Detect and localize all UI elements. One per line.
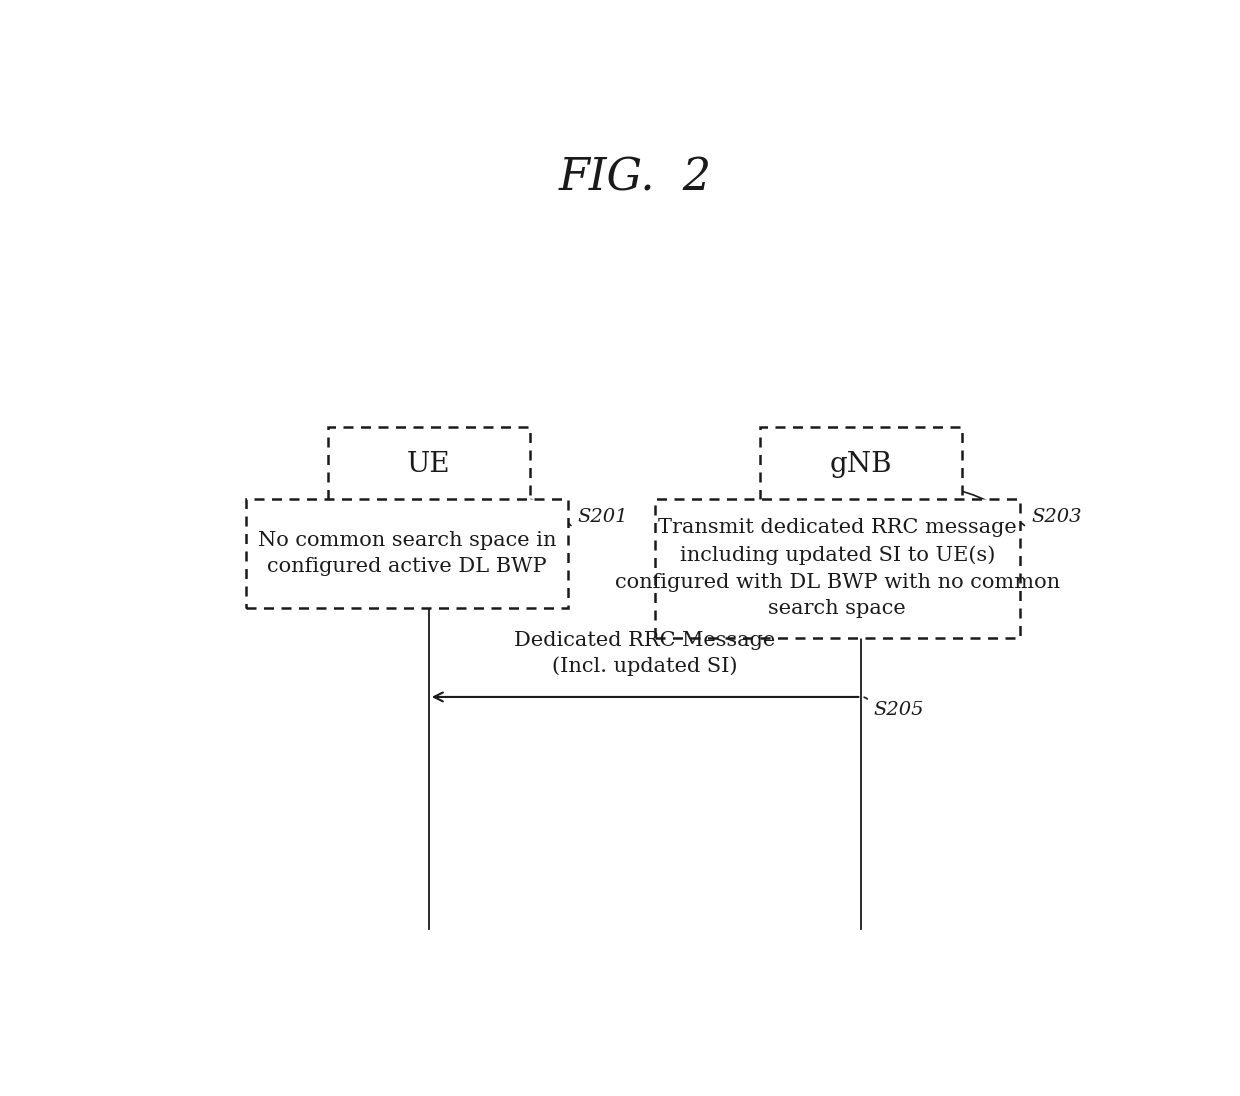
Text: UE: UE — [407, 452, 450, 478]
Bar — [247, 499, 568, 608]
Text: No common search space in
configured active DL BWP: No common search space in configured act… — [258, 530, 557, 576]
Bar — [327, 427, 529, 503]
Text: gNB: gNB — [830, 452, 893, 478]
Text: S203: S203 — [1032, 509, 1083, 526]
Text: Dedicated RRC Message
(Incl. updated SI): Dedicated RRC Message (Incl. updated SI) — [515, 631, 776, 676]
Text: Transmit dedicated RRC message
including updated SI to UE(s)
configured with DL : Transmit dedicated RRC message including… — [615, 518, 1060, 618]
Text: S201: S201 — [578, 509, 629, 526]
Bar — [760, 427, 962, 503]
Bar — [655, 499, 1021, 638]
Text: FIG.  2: FIG. 2 — [559, 157, 712, 199]
Text: S205: S205 — [874, 700, 924, 719]
